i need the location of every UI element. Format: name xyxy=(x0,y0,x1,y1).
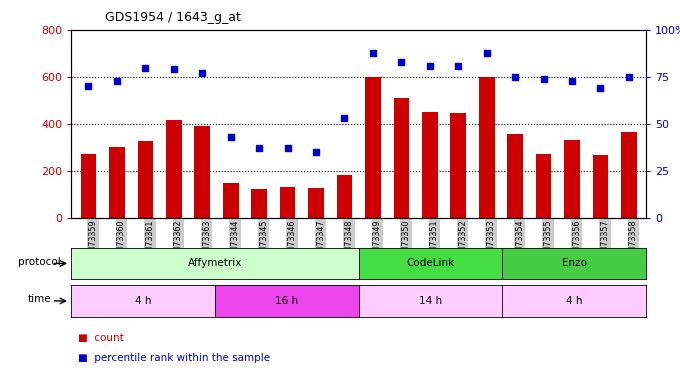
Text: GSM73360: GSM73360 xyxy=(117,219,126,263)
Point xyxy=(140,64,151,70)
Point xyxy=(225,134,236,140)
Text: GSM73353: GSM73353 xyxy=(487,219,496,263)
Bar xyxy=(252,189,267,217)
Bar xyxy=(337,176,352,217)
Text: Affymetrix: Affymetrix xyxy=(188,258,242,268)
Text: GSM73351: GSM73351 xyxy=(430,219,439,263)
Point xyxy=(169,66,180,72)
Text: GSM73356: GSM73356 xyxy=(572,219,581,263)
Point xyxy=(112,78,122,84)
Point xyxy=(538,76,549,82)
Text: GSM73350: GSM73350 xyxy=(401,219,410,263)
Text: GSM73346: GSM73346 xyxy=(288,219,296,263)
Point xyxy=(566,78,577,84)
Bar xyxy=(422,112,438,218)
Point xyxy=(624,74,634,80)
Bar xyxy=(507,134,523,218)
Point xyxy=(396,59,407,65)
Text: GSM73357: GSM73357 xyxy=(600,219,609,263)
Point xyxy=(367,50,378,55)
Text: protocol: protocol xyxy=(18,257,61,267)
Text: GSM73352: GSM73352 xyxy=(458,219,467,263)
Point xyxy=(197,70,207,76)
Point xyxy=(424,63,435,69)
Bar xyxy=(308,188,324,218)
Bar xyxy=(536,154,551,218)
Text: ■  count: ■ count xyxy=(78,333,124,342)
Point xyxy=(595,85,606,91)
Text: GSM73347: GSM73347 xyxy=(316,219,325,263)
Point xyxy=(481,50,492,55)
Text: GSM73358: GSM73358 xyxy=(629,219,638,263)
Text: 14 h: 14 h xyxy=(419,296,442,306)
Bar xyxy=(223,183,239,218)
Point xyxy=(83,83,94,89)
Point xyxy=(254,145,265,151)
Text: GSM73348: GSM73348 xyxy=(345,219,354,263)
Bar xyxy=(593,155,609,218)
Point xyxy=(453,63,464,69)
Text: GSM73345: GSM73345 xyxy=(259,219,268,263)
Bar xyxy=(109,147,124,218)
Text: GSM73349: GSM73349 xyxy=(373,219,382,263)
Text: GSM73359: GSM73359 xyxy=(88,219,97,263)
Bar xyxy=(194,126,210,218)
Bar xyxy=(166,120,182,218)
Text: GSM73354: GSM73354 xyxy=(515,219,524,263)
Point xyxy=(510,74,521,80)
Bar xyxy=(81,154,97,218)
Text: GDS1954 / 1643_g_at: GDS1954 / 1643_g_at xyxy=(105,11,241,24)
Text: CodeLink: CodeLink xyxy=(407,258,455,268)
Point xyxy=(282,145,293,151)
Bar xyxy=(621,132,636,218)
Bar xyxy=(394,98,409,218)
Text: 16 h: 16 h xyxy=(275,296,299,306)
Bar xyxy=(137,141,153,218)
Bar xyxy=(450,113,466,218)
Bar xyxy=(279,187,295,218)
Text: 4 h: 4 h xyxy=(135,296,152,306)
Text: ■  percentile rank within the sample: ■ percentile rank within the sample xyxy=(78,353,271,363)
Text: GSM73361: GSM73361 xyxy=(146,219,154,263)
Text: GSM73362: GSM73362 xyxy=(174,219,183,263)
Point xyxy=(339,115,350,121)
Text: GSM73355: GSM73355 xyxy=(543,219,553,263)
Text: Enzo: Enzo xyxy=(562,258,587,268)
Text: GSM73344: GSM73344 xyxy=(231,219,239,263)
Text: 4 h: 4 h xyxy=(566,296,583,306)
Text: GSM73363: GSM73363 xyxy=(202,219,211,263)
Bar xyxy=(365,77,381,218)
Text: time: time xyxy=(27,294,51,304)
Point xyxy=(311,149,322,155)
Bar xyxy=(564,140,580,218)
Bar xyxy=(479,77,494,218)
